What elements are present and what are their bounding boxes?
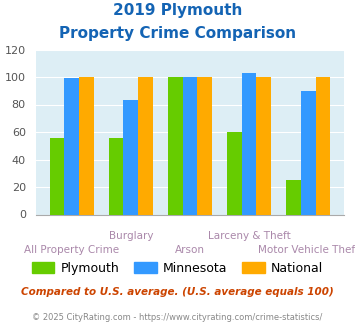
Text: Property Crime Comparison: Property Crime Comparison: [59, 26, 296, 41]
Bar: [197, 77, 212, 214]
Bar: [79, 77, 94, 214]
Bar: [64, 79, 79, 214]
Bar: [182, 77, 197, 214]
Text: Motor Vehicle Theft: Motor Vehicle Theft: [258, 245, 355, 255]
Bar: [50, 138, 64, 214]
Text: Larceny & Theft: Larceny & Theft: [208, 231, 290, 241]
Text: 2019 Plymouth: 2019 Plymouth: [113, 3, 242, 18]
Text: All Property Crime: All Property Crime: [24, 245, 119, 255]
Text: © 2025 CityRating.com - https://www.cityrating.com/crime-statistics/: © 2025 CityRating.com - https://www.city…: [32, 314, 323, 322]
Text: Burglary: Burglary: [109, 231, 153, 241]
Bar: [242, 73, 256, 215]
Bar: [301, 91, 316, 214]
Bar: [286, 180, 301, 214]
Text: Compared to U.S. average. (U.S. average equals 100): Compared to U.S. average. (U.S. average …: [21, 287, 334, 297]
Bar: [124, 100, 138, 214]
Bar: [256, 77, 271, 214]
Bar: [109, 138, 124, 214]
Text: Arson: Arson: [175, 245, 205, 255]
Bar: [227, 132, 242, 214]
Bar: [168, 77, 182, 214]
Bar: [138, 77, 153, 214]
Bar: [316, 77, 330, 214]
Legend: Plymouth, Minnesota, National: Plymouth, Minnesota, National: [27, 257, 328, 280]
